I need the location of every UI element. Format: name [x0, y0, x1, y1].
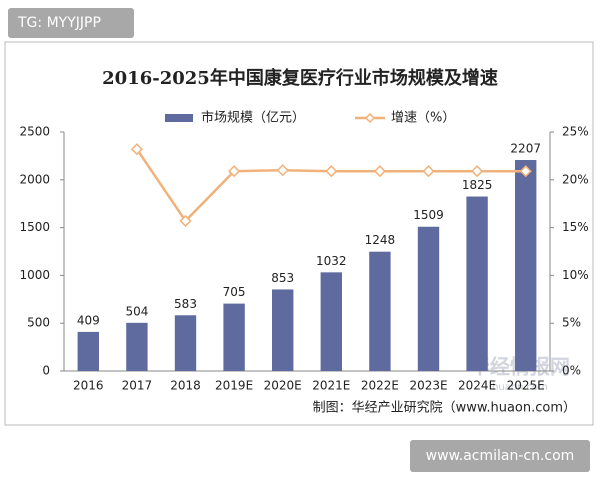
growth-marker: [422, 165, 435, 178]
site-text: www.acmilan-cn.com: [426, 448, 575, 464]
bar-value-label: 1032: [316, 254, 347, 268]
y-tick-label: 500: [27, 316, 50, 330]
y2-tick-label: 15%: [562, 220, 589, 234]
growth-marker: [130, 143, 143, 156]
bar-value-label: 1248: [365, 233, 396, 247]
x-tick-label: 2017: [122, 379, 153, 393]
bar-value-label: 2207: [510, 142, 541, 156]
x-tick-label: 2022E: [361, 379, 399, 393]
bar: [77, 331, 99, 371]
bar: [223, 303, 245, 371]
bar-value-label: 583: [174, 297, 197, 311]
y2-tick-label: 20%: [562, 172, 589, 186]
chart-title: 2016-2025年中国康复医疗行业市场规模及增速: [102, 67, 498, 89]
x-tick-label: 2021E: [312, 379, 350, 393]
y-tick-label: 1500: [19, 220, 50, 234]
y-tick-label: 2000: [19, 172, 50, 186]
x-tick-label: 2018: [170, 379, 201, 393]
tag-text: TG: MYYJJPP: [17, 15, 101, 31]
bar-value-label: 1825: [462, 178, 493, 192]
y-tick-label: 0: [42, 364, 50, 378]
y2-tick-label: 25%: [562, 125, 589, 139]
x-tick-label: 2023E: [409, 379, 447, 393]
y-tick-label: 2500: [19, 125, 50, 139]
bar: [369, 251, 391, 371]
growth-marker: [276, 164, 289, 177]
bar-value-label: 504: [125, 304, 148, 318]
legend-marker: [364, 112, 376, 124]
bar-value-label: 409: [77, 313, 100, 327]
bar: [417, 226, 440, 371]
growth-marker: [519, 165, 532, 178]
bar: [515, 160, 537, 371]
source: 制图：华经产业研究院（www.huaon.com）: [313, 401, 576, 416]
growth-marker: [373, 165, 386, 178]
legend-swatch: [165, 114, 193, 122]
y2-tick-label: 10%: [562, 268, 589, 282]
growth-marker: [471, 165, 484, 178]
bar-value-label: 705: [223, 285, 246, 299]
legend-label: 市场规模（亿元）: [201, 110, 305, 126]
x-tick-label: 2024E: [458, 379, 496, 393]
chart-frame: [4, 41, 594, 426]
growth-marker: [325, 165, 338, 178]
bar-value-label: 1509: [413, 208, 444, 222]
legend-label: 增速（%）: [391, 111, 455, 126]
y2-tick-label: 0%: [562, 364, 581, 378]
site-badge: [410, 440, 590, 472]
x-tick-label: 2016: [73, 379, 104, 393]
bar: [320, 272, 342, 371]
y-tick-label: 1000: [19, 268, 50, 282]
bar: [174, 315, 197, 371]
growth-marker: [179, 214, 192, 227]
watermark-url: huaon.com: [492, 382, 548, 393]
x-tick-label: 2019E: [215, 379, 253, 393]
x-tick-label: 2025E: [507, 379, 545, 393]
bar-value-label: 853: [271, 271, 294, 285]
bar: [272, 289, 294, 371]
x-tick-label: 2020E: [264, 379, 302, 393]
bar: [466, 196, 488, 371]
growth-marker: [228, 165, 241, 178]
y2-tick-label: 5%: [562, 316, 581, 330]
tag-badge: [8, 8, 134, 38]
bar: [126, 322, 148, 371]
